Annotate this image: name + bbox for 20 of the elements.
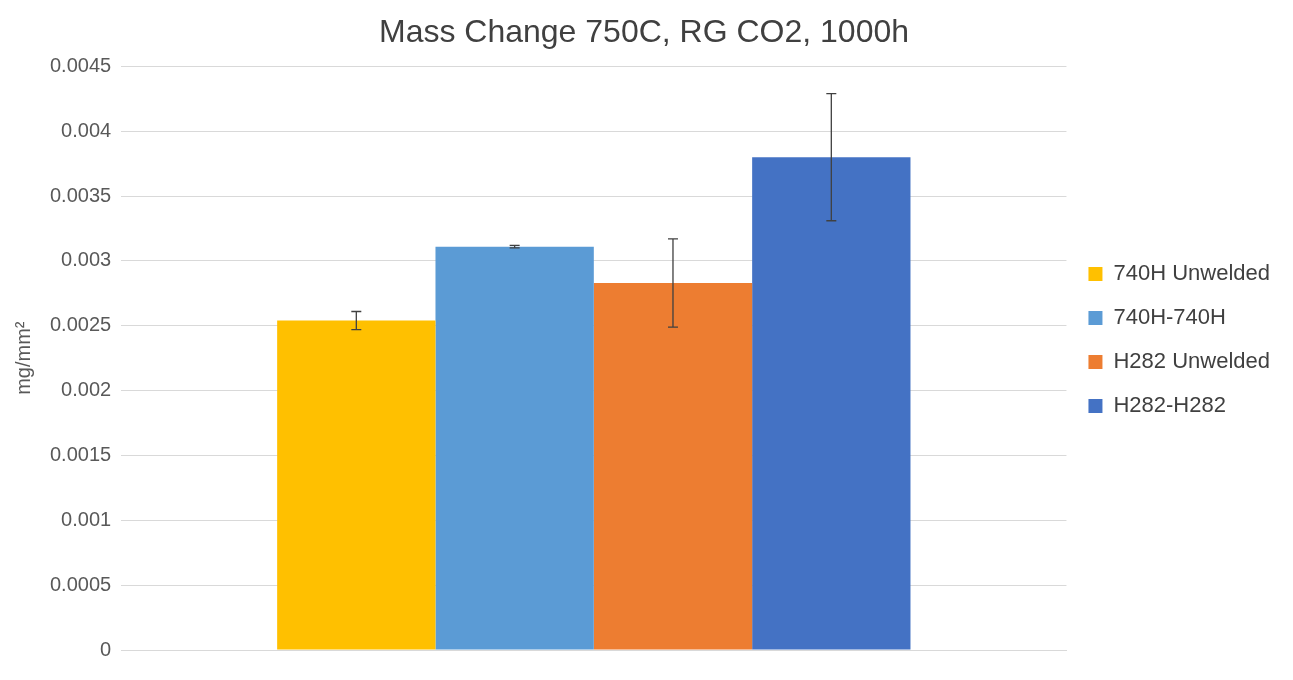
y-tick-label: 0.001 — [61, 507, 112, 530]
y-tick-label: 0.0025 — [50, 313, 112, 336]
y-tick-label: 0.004 — [61, 118, 112, 141]
y-axis-title: mg/mm² — [11, 321, 34, 395]
legend-label: 740H Unwelded — [1113, 260, 1270, 286]
y-tick-label: 0.0035 — [50, 183, 112, 206]
y-tick-label: 0.0005 — [50, 572, 112, 595]
legend-label: H282 Unwelded — [1113, 348, 1270, 374]
bar — [277, 320, 436, 650]
y-tick-label: 0 — [100, 637, 112, 660]
y-tick-label: 0.0015 — [50, 442, 112, 465]
chart-title: Mass Change 750C, RG CO2, 1000h — [378, 13, 910, 50]
y-tick-label: 0.0045 — [50, 53, 112, 76]
bar — [593, 282, 753, 650]
y-tick-label: 0.002 — [61, 378, 112, 401]
legend-label: 740H-740H — [1113, 304, 1226, 330]
legend-label: H282-H282 — [1113, 392, 1226, 418]
y-tick-label: 0.003 — [61, 248, 112, 271]
bar — [752, 157, 911, 650]
bar — [435, 246, 594, 650]
